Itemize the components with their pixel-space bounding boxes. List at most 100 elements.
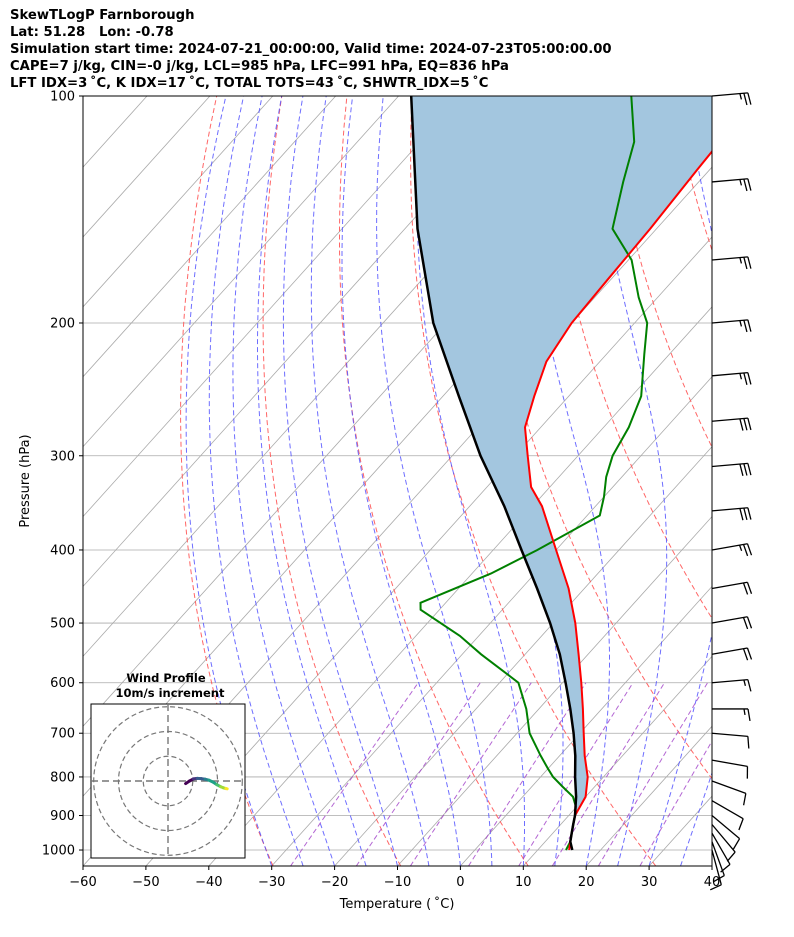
isotherm-line xyxy=(397,515,712,866)
wind-barb-shaft xyxy=(711,462,748,468)
temperature-line xyxy=(523,149,712,851)
wind-barb xyxy=(711,800,744,831)
dry-adiabat-line xyxy=(606,96,712,449)
y-tick-label: 400 xyxy=(50,543,75,558)
wind-barb-flag xyxy=(747,417,752,431)
x-tick-label: −20 xyxy=(321,875,348,890)
wind-barb xyxy=(711,732,750,749)
wind-barb xyxy=(711,759,749,779)
wind-barb-shaft xyxy=(711,815,740,840)
isotherm-line xyxy=(83,96,211,238)
wind-barb-flag xyxy=(743,708,746,716)
wind-barb xyxy=(711,647,753,661)
wind-barb xyxy=(709,849,722,891)
wind-barb-flag xyxy=(743,320,748,333)
isotherm-line xyxy=(208,306,712,866)
moist-adiabat-line xyxy=(341,96,461,866)
y-tick-label: 200 xyxy=(50,316,75,331)
wind-barb xyxy=(711,543,753,557)
y-tick-label: 700 xyxy=(50,727,75,742)
wind-barb-shaft xyxy=(711,780,747,794)
wind-barb-flag xyxy=(747,708,751,722)
wind-barb-shaft xyxy=(711,841,725,876)
wind-barb xyxy=(712,708,751,722)
wind-barb-flag xyxy=(747,372,752,385)
dewpoint-line xyxy=(419,96,649,851)
wind-barb-flag xyxy=(747,679,752,692)
wind-barb-flag xyxy=(747,92,752,105)
dry-adiabat-line xyxy=(180,96,274,866)
wind-barb-shaft xyxy=(711,759,748,768)
x-tick-label: 30 xyxy=(641,875,658,890)
wind-barb-flag xyxy=(739,179,743,186)
wind-barb-flag xyxy=(743,507,748,521)
mixing-ratio-line xyxy=(409,682,532,866)
wind-barb-flag xyxy=(743,679,747,687)
wind-barb xyxy=(711,824,736,862)
wind-barb-shaft xyxy=(711,256,748,261)
moist-adiabat-line xyxy=(518,96,610,866)
wind-barb-shaft xyxy=(711,581,748,590)
chart-title-block: SkewTLogP Farnborough Lat: 51.28 Lon: -0… xyxy=(10,8,612,93)
wind-barb-flag xyxy=(739,257,743,264)
wind-barb xyxy=(711,178,752,192)
chart-indices-cape: CAPE=7 j/kg, CIN=-0 j/kg, LCL=985 hPa, L… xyxy=(10,58,509,74)
wind-barb xyxy=(711,815,741,850)
wind-barb-flag xyxy=(743,257,748,270)
isotherm-line xyxy=(83,96,399,448)
isotherm-line xyxy=(83,96,462,518)
moist-adiabat-line xyxy=(590,96,668,866)
y-axis-label: Pressure (hPa) xyxy=(18,434,33,527)
wind-barb-flag xyxy=(738,544,743,552)
x-tick-label: −40 xyxy=(195,875,222,890)
x-axis-label: Temperature ( ˚C) xyxy=(339,896,455,912)
wind-barb-flag xyxy=(747,507,752,520)
wind-barb-flag xyxy=(739,463,744,476)
wind-barb xyxy=(711,507,752,521)
isotherm-line xyxy=(271,376,712,866)
x-tick-label: −10 xyxy=(384,875,411,890)
isotherm-line xyxy=(711,865,712,866)
parcel-line xyxy=(409,96,578,851)
wind-barb-shaft xyxy=(711,849,722,885)
wind-barb-flag xyxy=(746,616,753,629)
wind-barb-shaft xyxy=(711,417,748,422)
wind-barb xyxy=(711,616,753,630)
wind-barb-flag xyxy=(726,851,736,862)
wind-barb-shaft xyxy=(711,732,748,738)
wind-barb xyxy=(711,372,752,385)
wind-barb-flag xyxy=(739,93,743,100)
y-tick-label: 1000 xyxy=(42,844,75,859)
wind-barb-shaft xyxy=(711,372,748,377)
chart-indices-stability: LFT IDX=3 ˚C, K IDX=17 ˚C, TOTAL TOTS=43… xyxy=(10,75,489,91)
x-tick-label: 40 xyxy=(704,875,721,890)
y-tick-label: 500 xyxy=(50,617,75,632)
wind-barb xyxy=(711,417,752,431)
moist-adiabat-line xyxy=(232,96,336,866)
y-tick-label: 800 xyxy=(50,770,75,785)
inset-subtitle: 10m/s increment xyxy=(116,686,225,700)
x-tick-label: 20 xyxy=(578,875,595,890)
y-tick-label: 900 xyxy=(50,809,75,824)
cape-area xyxy=(411,96,712,850)
wind-barb-flag xyxy=(747,256,752,269)
moist-adiabat-line xyxy=(257,96,367,866)
wind-barb-flag xyxy=(746,543,753,556)
wind-barb-flag xyxy=(746,647,753,660)
moist-adiabat-line xyxy=(376,96,493,866)
moist-adiabat-line xyxy=(208,96,304,866)
wind-barb-flag xyxy=(739,508,744,521)
wind-barb-flag xyxy=(742,544,749,557)
wind-barb-shaft xyxy=(711,178,748,183)
isotherm-line xyxy=(523,655,712,866)
chart-times: Simulation start time: 2024-07-21_00:00:… xyxy=(10,41,612,57)
dry-adiabat-line xyxy=(410,96,657,866)
inset-content xyxy=(91,704,245,858)
wind-barb xyxy=(711,678,752,692)
wind-barb-flag xyxy=(747,736,750,749)
wind-barb-flag xyxy=(709,884,722,891)
mixing-ratio-line xyxy=(290,682,419,866)
wind-barb xyxy=(711,92,752,106)
moist-adiabat-line xyxy=(648,96,712,866)
